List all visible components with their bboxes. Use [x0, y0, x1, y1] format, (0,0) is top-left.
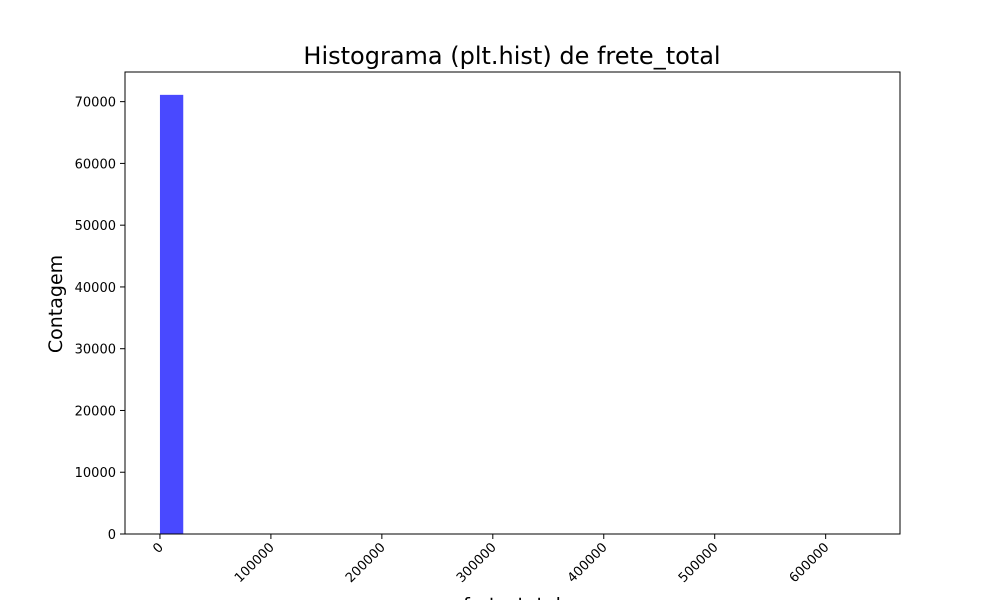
y-axis: 0 10000 20000 30000 40000 50000 60000 70000 — [75, 96, 125, 543]
histogram-bar — [159, 94, 184, 535]
y-tick-label: 0 — [108, 528, 116, 543]
x-axis-title: frete_total — [463, 594, 561, 600]
y-tick-label: 50000 — [75, 219, 116, 234]
x-tick-label: 400000 — [565, 540, 611, 586]
chart-title: Histograma (plt.hist) de frete_total — [303, 42, 720, 70]
x-tick-label: 500000 — [676, 540, 722, 586]
y-tick-label: 60000 — [75, 157, 116, 172]
x-axis: 0 100000 200000 300000 400000 500000 600000 — [150, 534, 832, 586]
x-tick-label: 0 — [150, 540, 166, 556]
x-tick-label: 100000 — [232, 540, 278, 586]
y-tick-label: 70000 — [75, 96, 116, 111]
y-tick-label: 40000 — [75, 281, 116, 296]
y-tick-label: 10000 — [75, 466, 116, 481]
x-tick-label: 300000 — [454, 540, 500, 586]
x-tick-label: 200000 — [343, 540, 389, 586]
plot-area — [159, 94, 184, 535]
plot-frame — [124, 71, 901, 535]
x-tick-label: 600000 — [787, 540, 833, 586]
y-tick-label: 30000 — [75, 343, 116, 358]
y-axis-title: Contagem — [45, 255, 67, 353]
y-tick-label: 20000 — [75, 404, 116, 419]
